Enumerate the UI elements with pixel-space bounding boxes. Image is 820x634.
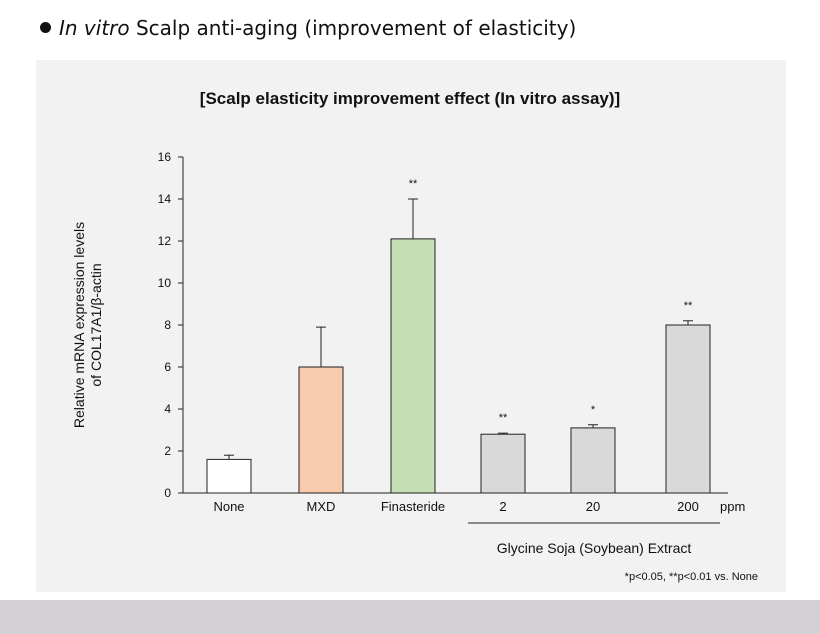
y-tick-label: 10 bbox=[158, 276, 172, 290]
footnote: *p<0.05, **p<0.01 vs. None bbox=[625, 571, 758, 583]
bar bbox=[570, 427, 616, 494]
significance-mark: * bbox=[591, 404, 596, 416]
category-label: 20 bbox=[586, 499, 600, 514]
bars: ******* bbox=[206, 178, 711, 494]
unit-label: ppm bbox=[720, 499, 745, 514]
bar bbox=[206, 458, 252, 494]
group-label: Glycine Soja (Soybean) Extract bbox=[497, 540, 692, 556]
y-tick-label: 6 bbox=[164, 360, 171, 374]
section-heading: In vitro Scalp anti-aging (improvement o… bbox=[40, 16, 576, 40]
x-axis: None MXD Finasteride 2 20 200 bbox=[183, 492, 728, 514]
significance-mark: ** bbox=[684, 300, 693, 312]
significance-mark: ** bbox=[499, 412, 508, 424]
bar-chart: [Scalp elasticity improvement effect (In… bbox=[71, 89, 758, 583]
chart-title: [Scalp elasticity improvement effect (In… bbox=[200, 89, 620, 108]
y-tick-label: 8 bbox=[164, 318, 171, 332]
bullet-icon bbox=[40, 22, 51, 33]
bar bbox=[665, 324, 711, 494]
category-label: Finasteride bbox=[381, 499, 445, 514]
significance-mark: ** bbox=[409, 178, 418, 190]
heading-text: Scalp anti-aging (improvement of elastic… bbox=[129, 16, 577, 40]
category-label: None bbox=[213, 499, 244, 514]
bar bbox=[390, 238, 436, 494]
bar bbox=[298, 366, 344, 494]
heading-italic: In vitro bbox=[59, 16, 130, 40]
category-label: MXD bbox=[307, 499, 336, 514]
y-tick-label: 0 bbox=[164, 486, 171, 500]
category-label: 200 bbox=[677, 499, 699, 514]
category-label: 2 bbox=[499, 499, 506, 514]
bar bbox=[480, 433, 526, 494]
y-tick-label: 2 bbox=[164, 444, 171, 458]
y-axis-label-line1: Relative mRNA expression levels bbox=[71, 222, 87, 428]
y-axis: 0 2 4 6 8 10 12 14 16 bbox=[158, 150, 184, 500]
y-tick-label: 14 bbox=[158, 192, 172, 206]
y-tick-label: 4 bbox=[164, 402, 171, 416]
y-tick-label: 16 bbox=[158, 150, 172, 164]
footer-band bbox=[0, 600, 820, 634]
y-tick-label: 12 bbox=[158, 234, 172, 248]
y-axis-label-line2: of COL17A1/β-actin bbox=[88, 263, 104, 386]
